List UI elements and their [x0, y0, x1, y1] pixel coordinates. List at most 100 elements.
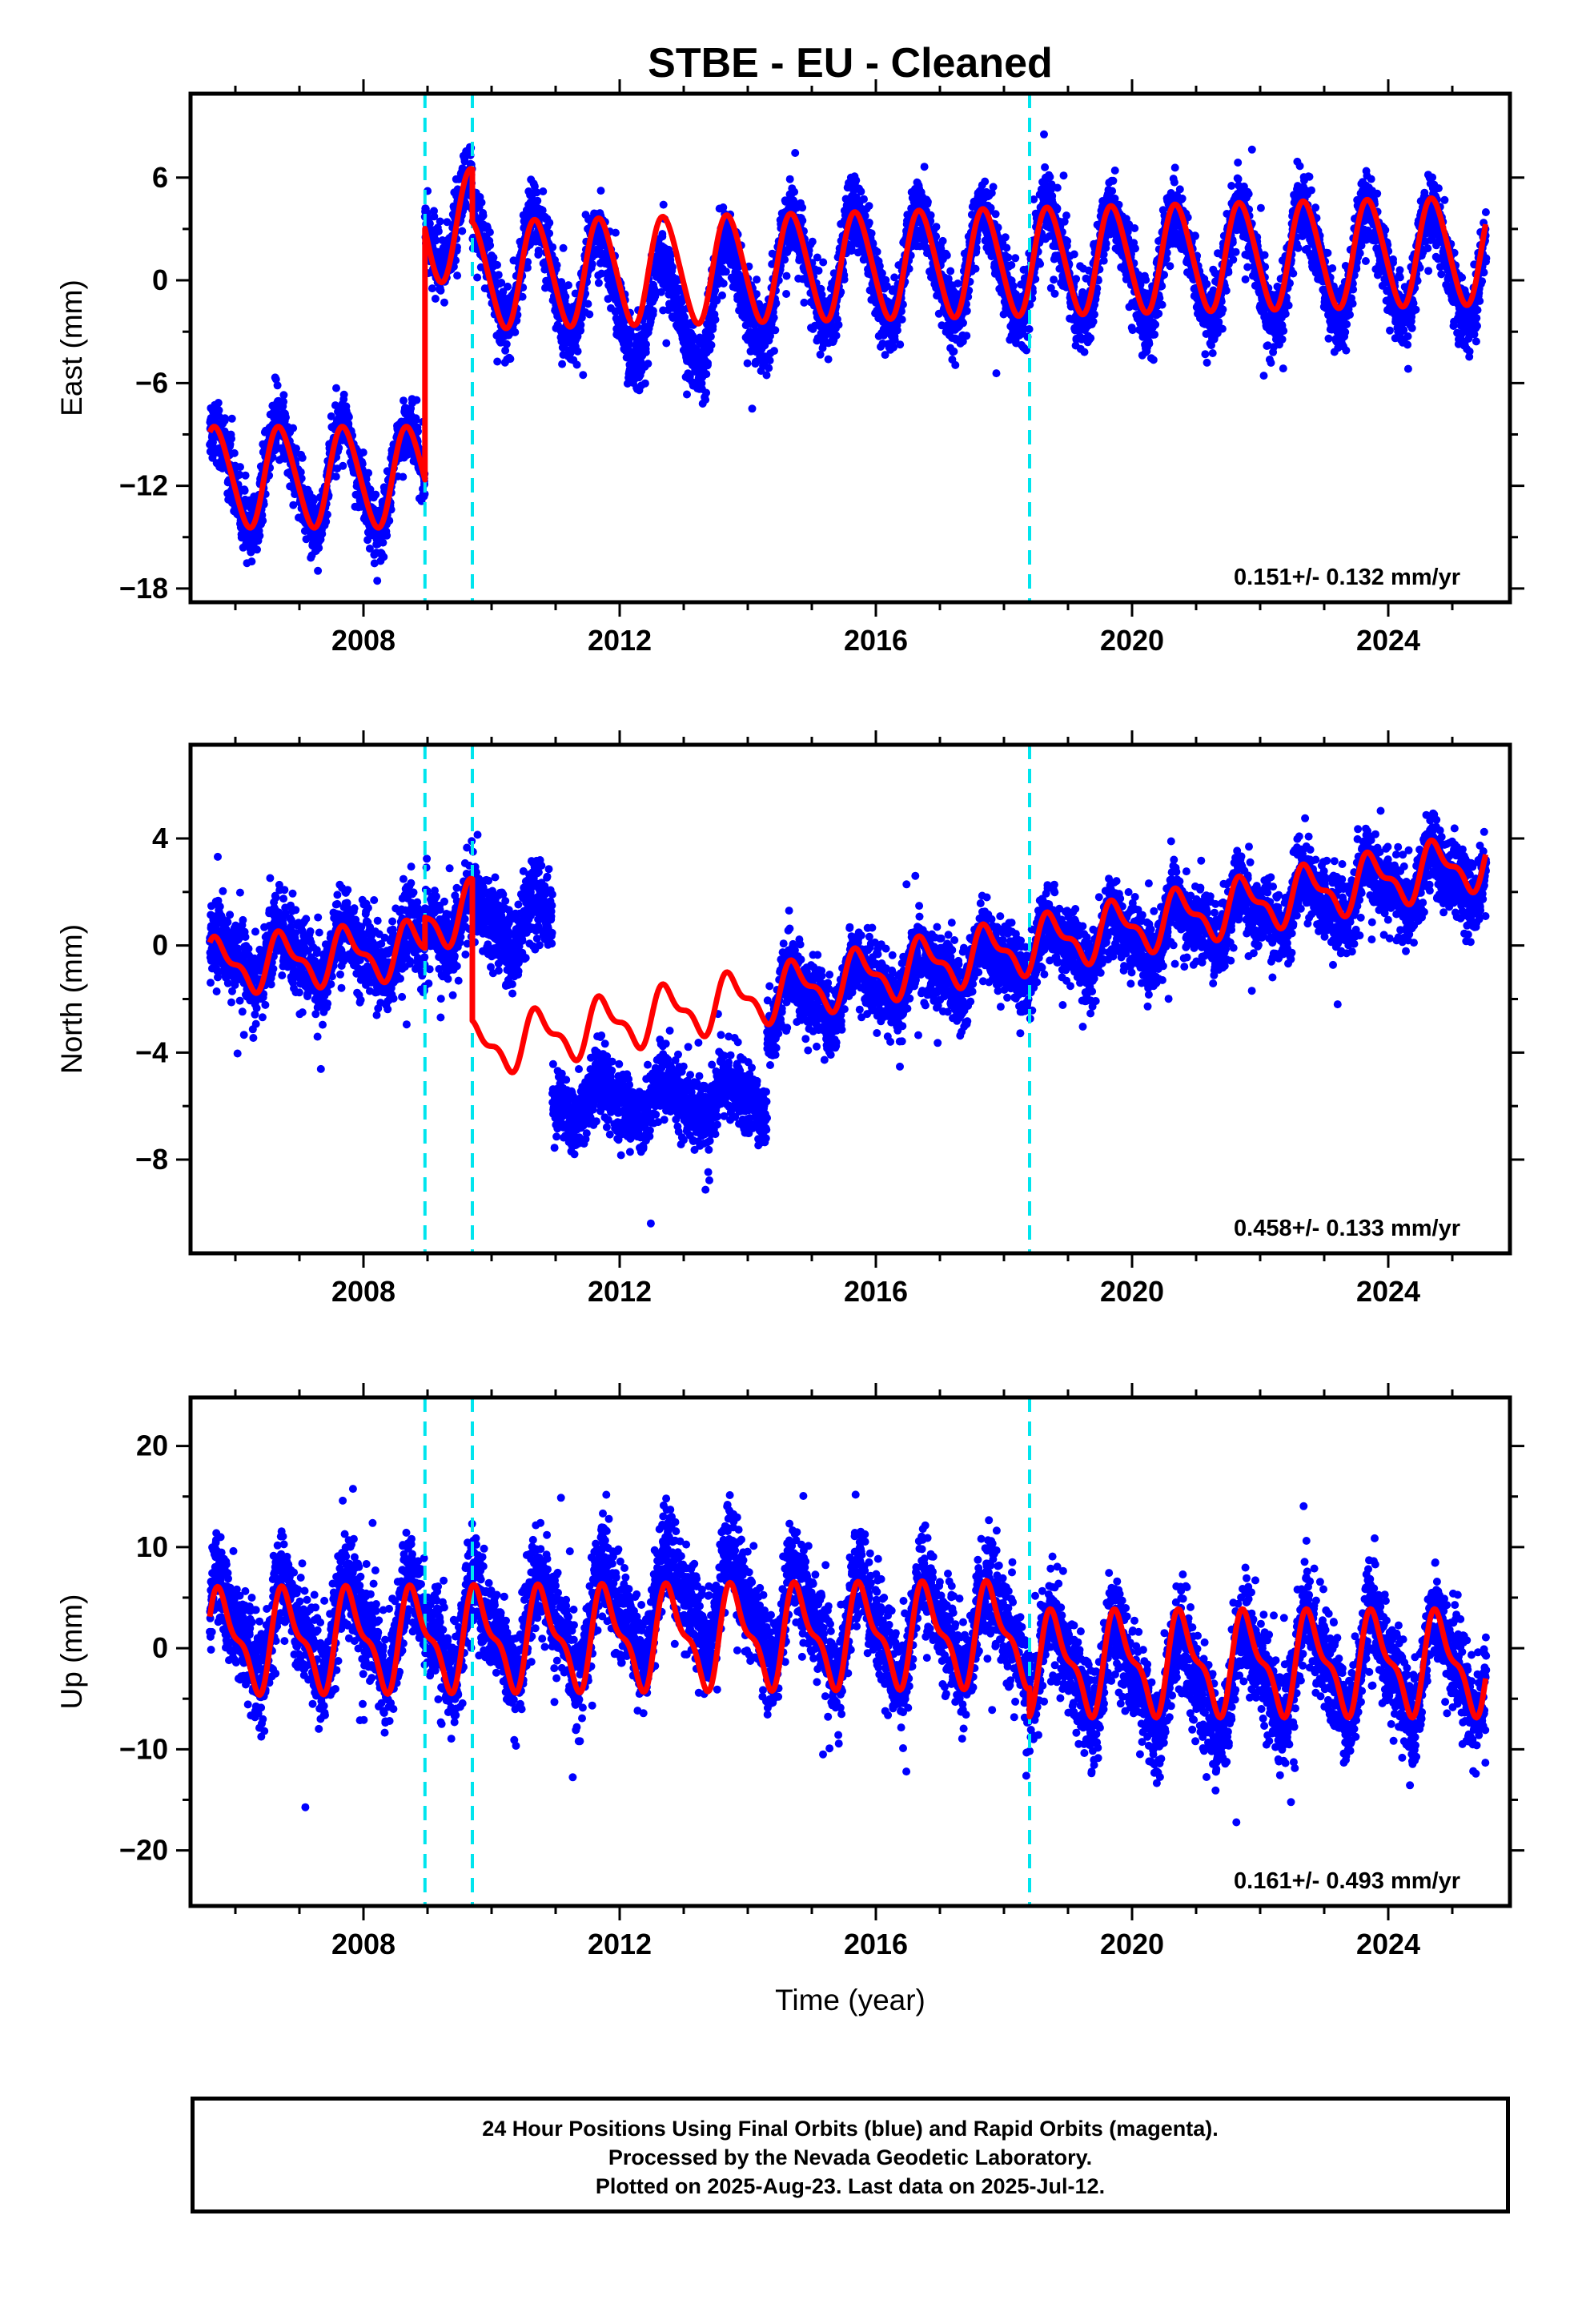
data-point	[221, 414, 229, 423]
data-point	[669, 263, 677, 271]
data-point	[436, 217, 444, 226]
data-point	[279, 397, 288, 406]
data-point	[259, 517, 267, 525]
data-point	[425, 219, 434, 228]
data-point	[814, 267, 823, 275]
data-point	[279, 391, 288, 400]
data-point	[436, 286, 445, 295]
data-point	[865, 202, 873, 211]
data-point	[548, 243, 557, 251]
data-point	[552, 261, 561, 270]
data-point	[962, 307, 971, 316]
data-point	[771, 326, 780, 335]
data-point	[658, 232, 667, 241]
data-point	[791, 149, 800, 157]
data-point	[327, 412, 335, 420]
data-point	[564, 281, 572, 290]
data-point	[1004, 253, 1013, 262]
data-point	[366, 485, 375, 494]
data-point	[1050, 289, 1059, 298]
data-point	[573, 347, 582, 356]
data-point	[702, 388, 711, 397]
data-point	[432, 236, 440, 245]
data-point	[504, 282, 512, 291]
data-point	[1090, 310, 1098, 319]
data-point	[1059, 171, 1068, 180]
data-point	[1050, 275, 1058, 284]
data-point	[273, 381, 282, 390]
data-point	[579, 371, 588, 380]
data-point	[1040, 130, 1048, 139]
data-point	[412, 416, 420, 424]
data-point	[247, 557, 256, 566]
data-point	[502, 340, 511, 348]
data-point	[711, 316, 720, 324]
data-point	[373, 577, 382, 585]
data-point	[296, 468, 305, 476]
data-point	[981, 177, 990, 186]
data-point	[344, 412, 353, 421]
data-point	[951, 360, 960, 369]
data-point	[584, 300, 592, 308]
data-point	[383, 531, 391, 540]
data-point	[558, 360, 567, 368]
data-point	[1007, 261, 1016, 269]
data-point	[1041, 163, 1050, 171]
data-point	[318, 529, 327, 538]
data-point	[214, 399, 223, 407]
data-point	[834, 320, 843, 329]
data-point	[962, 332, 971, 340]
data-point	[659, 200, 668, 209]
data-point	[431, 295, 440, 303]
data-point	[1062, 211, 1070, 220]
data-point	[992, 369, 1001, 378]
data-point	[932, 223, 941, 231]
data-point	[640, 379, 649, 388]
data-point	[1001, 233, 1010, 242]
data-point	[539, 187, 548, 195]
data-point	[399, 472, 408, 481]
data-point	[359, 448, 367, 456]
data-point	[479, 211, 488, 220]
data-point	[1048, 191, 1057, 200]
data-point	[371, 490, 380, 499]
data-point	[762, 371, 771, 380]
data-point	[453, 271, 462, 280]
data-point	[315, 544, 323, 553]
data-point	[819, 258, 828, 267]
data-point	[865, 219, 873, 227]
data-point	[926, 211, 935, 219]
data-point	[230, 448, 239, 457]
data-point	[1053, 204, 1062, 213]
data-point	[1025, 325, 1034, 333]
data-point	[611, 228, 620, 237]
data-point	[596, 187, 605, 195]
data-point	[253, 545, 261, 554]
data-point	[1002, 243, 1011, 252]
data-point	[511, 328, 520, 336]
data-point	[559, 243, 568, 252]
data-point	[420, 489, 429, 498]
data-point	[785, 175, 794, 183]
data-point	[572, 360, 581, 369]
data-point	[769, 313, 778, 322]
data-point	[215, 406, 223, 415]
data-point	[648, 307, 657, 316]
data-point	[832, 332, 841, 340]
data-point	[493, 357, 502, 366]
data-point	[1080, 348, 1089, 356]
data-point	[893, 326, 901, 335]
data-point	[1072, 275, 1081, 283]
data-point	[545, 229, 554, 238]
data-point	[897, 316, 906, 324]
data-point	[241, 471, 250, 480]
data-point	[662, 339, 671, 348]
data-point	[362, 475, 371, 484]
data-point	[358, 460, 367, 468]
data-point	[782, 290, 791, 298]
data-point	[743, 359, 752, 368]
data-point	[718, 291, 726, 300]
data-point	[641, 348, 650, 356]
data-point	[314, 566, 323, 575]
data-point	[533, 196, 542, 205]
